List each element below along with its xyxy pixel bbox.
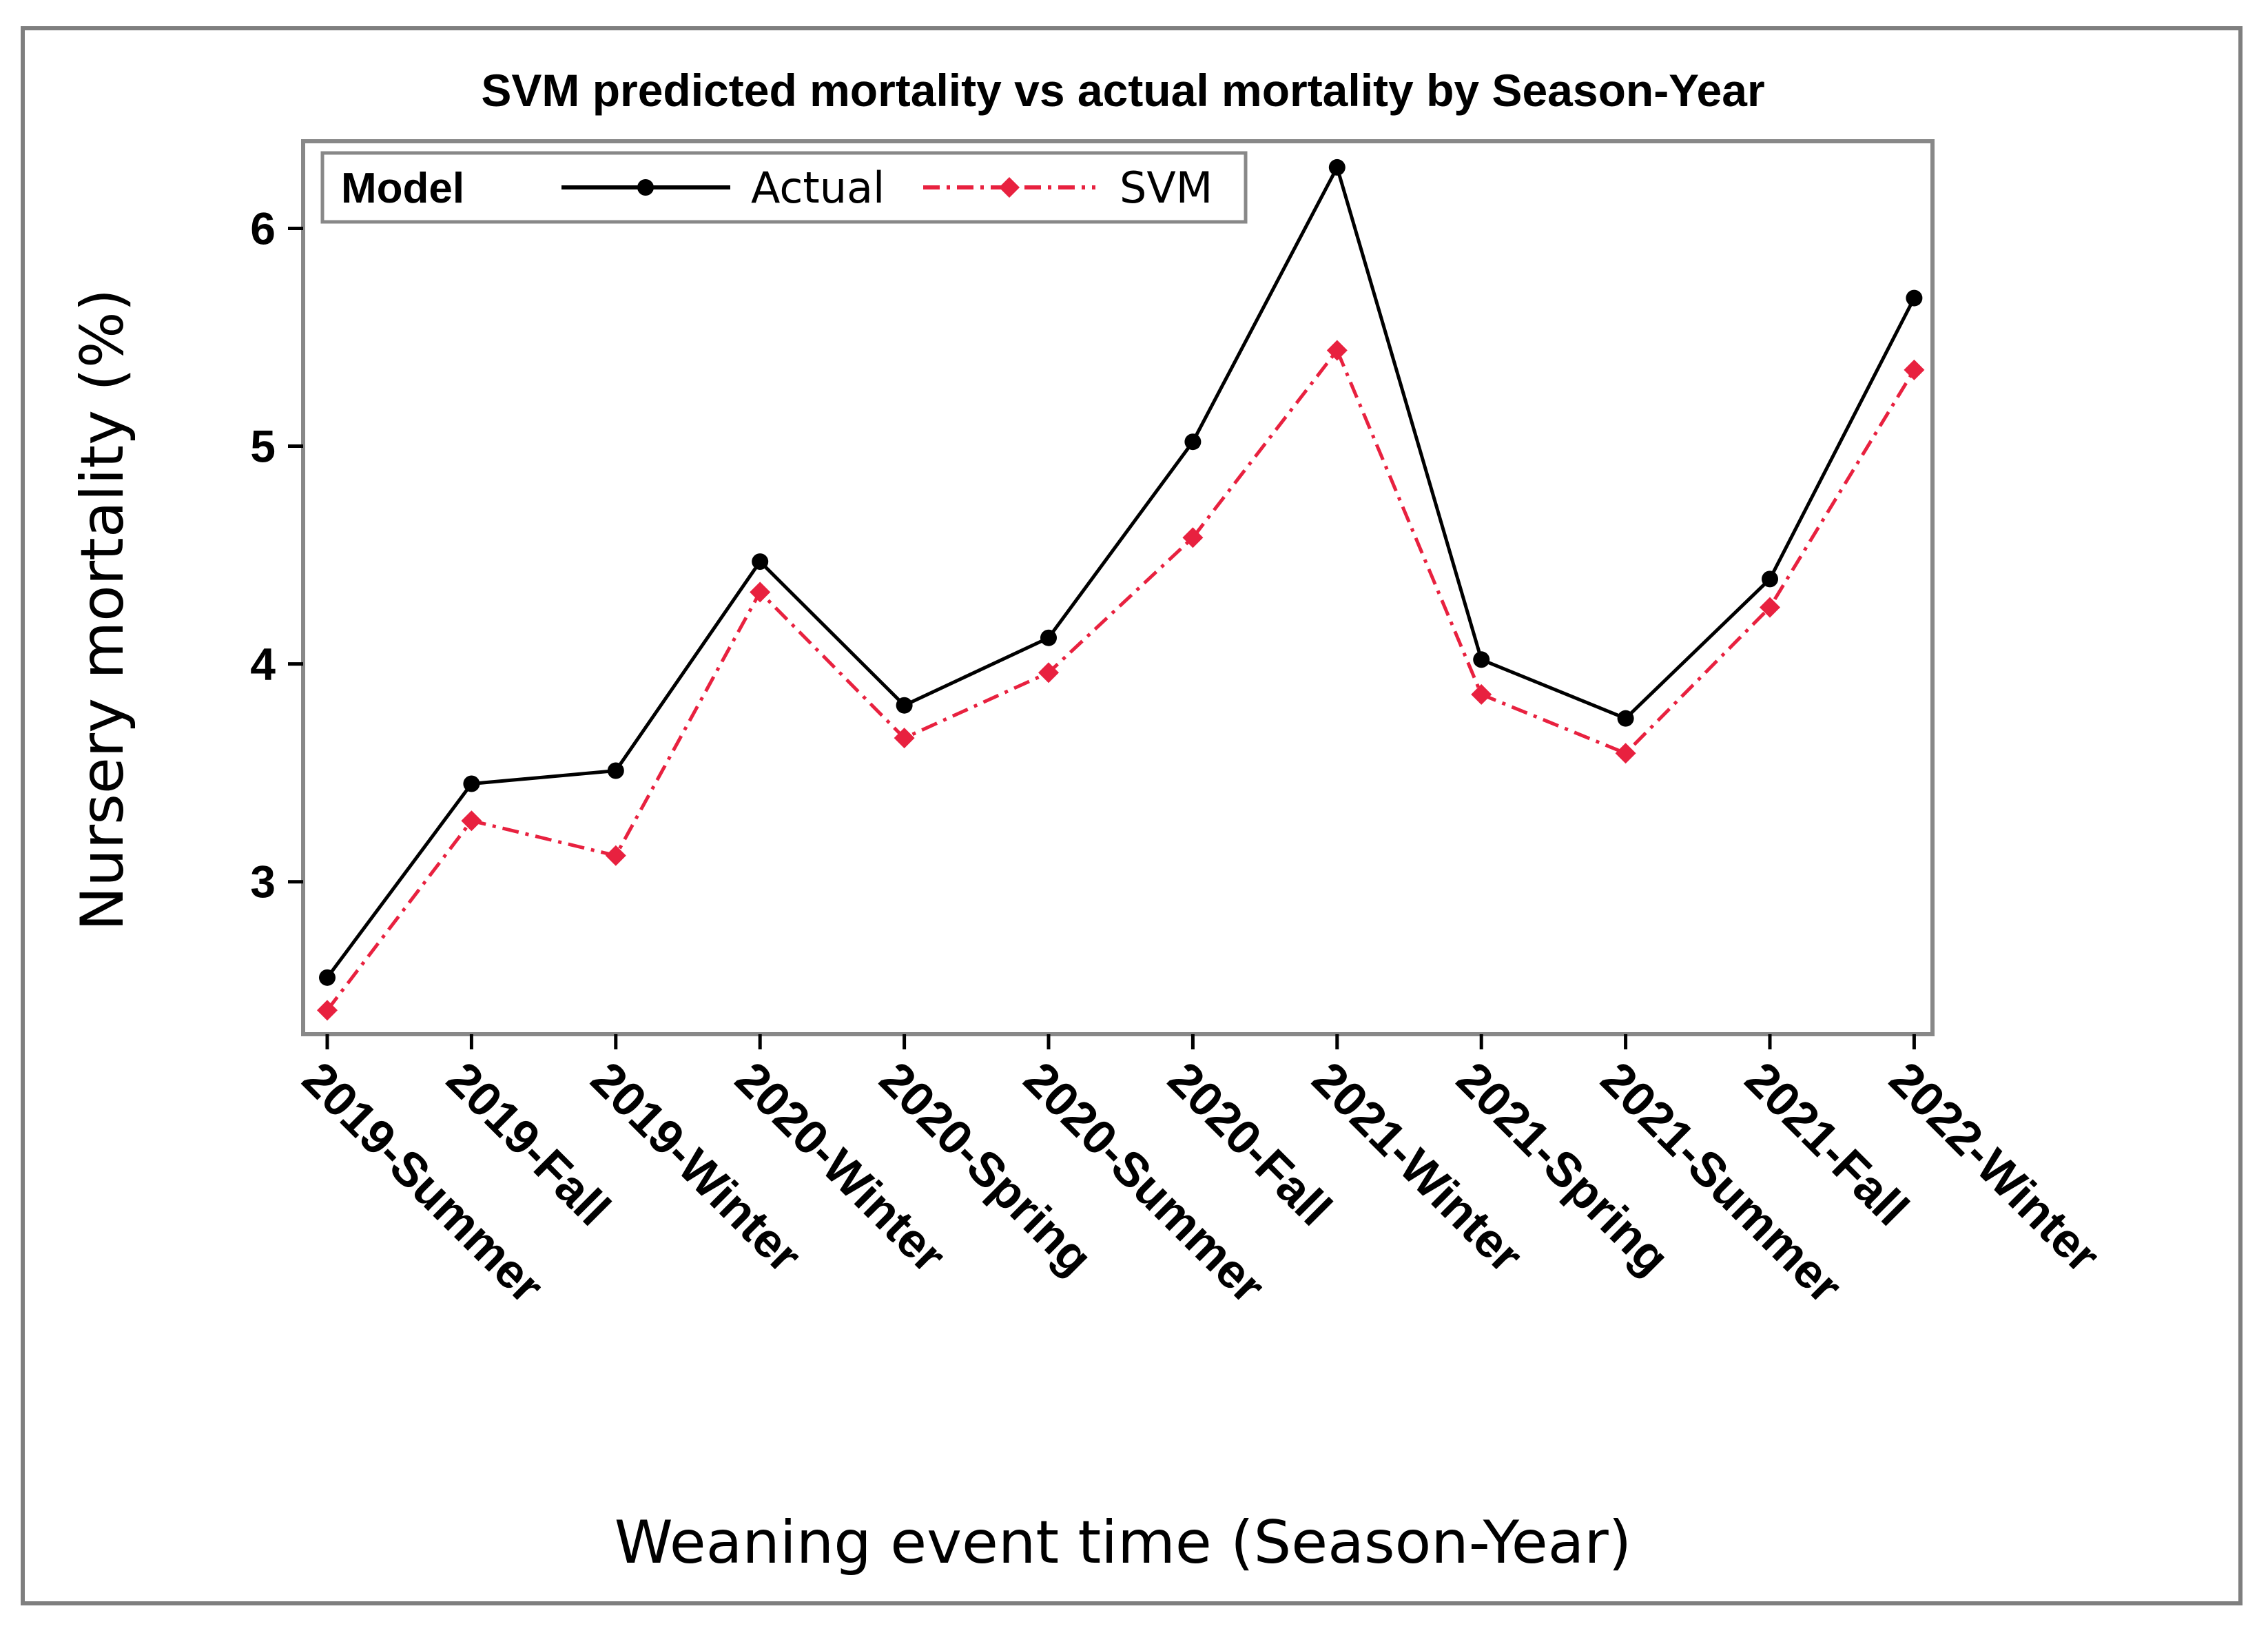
x-axis-label: Weaning event time (Season-Year) xyxy=(615,1508,1632,1577)
data-point-svm xyxy=(1326,340,1348,361)
legend-title: Model xyxy=(341,165,464,212)
chart-title: SVM predicted mortality vs actual mortal… xyxy=(481,65,1764,116)
data-point-actual xyxy=(1906,289,1923,307)
data-point-actual xyxy=(1040,629,1057,646)
data-point-svm xyxy=(1904,359,1925,380)
data-point-actual xyxy=(896,697,913,714)
series-layer xyxy=(317,158,1925,1021)
legend-actual-marker xyxy=(637,179,654,196)
legend-svm-label: SVM xyxy=(1120,163,1213,213)
data-point-actual xyxy=(319,969,336,986)
y-tick-label: 3 xyxy=(250,856,276,907)
data-point-svm xyxy=(1038,662,1059,684)
data-point-svm xyxy=(1760,597,1780,618)
data-point-actual xyxy=(463,775,480,792)
y-tick-label: 5 xyxy=(250,421,276,472)
x-tick-label: 2022-Winter xyxy=(1879,1051,2110,1282)
data-point-svm xyxy=(1182,527,1204,548)
plot-area xyxy=(301,139,1935,1036)
data-point-svm xyxy=(1471,684,1492,705)
data-point-actual xyxy=(1328,158,1346,176)
data-point-actual xyxy=(1617,710,1634,727)
data-point-svm xyxy=(894,728,915,749)
data-point-svm xyxy=(317,1000,338,1021)
data-point-actual xyxy=(607,762,624,779)
legend: Model Actual SVM xyxy=(320,151,1248,224)
legend-actual-label: Actual xyxy=(751,163,885,213)
data-point-actual xyxy=(1762,571,1778,588)
data-point-svm xyxy=(750,582,771,603)
data-point-svm xyxy=(605,845,626,866)
y-tick-label: 6 xyxy=(250,203,276,254)
data-point-actual xyxy=(752,553,769,571)
x-axis: 2019-Summer2019-Fall2019-Winter2020-Wint… xyxy=(292,1034,2110,1313)
figure-frame xyxy=(21,26,2243,1605)
legend-svm-marker xyxy=(999,177,1020,198)
y-axis: 3 4 5 6 xyxy=(250,203,303,907)
y-axis-label: Nursery mortality (%) xyxy=(68,289,137,931)
legend-box xyxy=(320,151,1248,224)
series-line-actual xyxy=(325,165,1916,979)
data-point-actual xyxy=(1473,651,1490,668)
data-point-actual xyxy=(1184,433,1202,451)
y-tick-label: 4 xyxy=(250,639,276,690)
series-line-svm xyxy=(326,348,1916,1011)
data-point-svm xyxy=(1615,743,1636,764)
data-point-svm xyxy=(461,810,482,832)
